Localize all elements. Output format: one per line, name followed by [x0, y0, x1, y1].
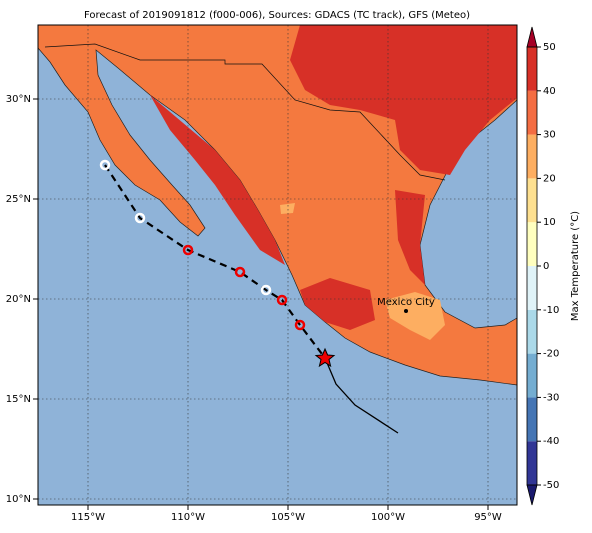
lon-label: 110°W: [171, 512, 205, 523]
storm-symbols: [99, 159, 306, 331]
colorbar-band: [527, 222, 537, 266]
hot-region: [300, 278, 375, 330]
colorbar-band: [527, 266, 537, 310]
colorbar-tick-label: 10: [543, 217, 556, 228]
colorbar-band: [527, 134, 537, 179]
colorbar-tick-label: -50: [543, 480, 559, 491]
hot-region: [290, 25, 517, 175]
lat-label: 30°N: [6, 94, 31, 105]
colorbar-tick-label: 50: [543, 42, 556, 53]
colorbar-band: [527, 397, 537, 442]
city-label: Mexico City: [377, 297, 435, 308]
lat-label: 10°N: [6, 494, 31, 505]
colorbar-band: [527, 309, 537, 354]
map-title: Forecast of 2019091812 (f000-006), Sourc…: [84, 10, 470, 21]
colorbar-tick-label: 20: [543, 173, 556, 184]
hot-region: [395, 190, 425, 285]
colorbar-over: [526, 26, 538, 48]
lat-label: 20°N: [6, 294, 31, 305]
lon-label: 95°W: [474, 512, 502, 523]
colorbar-tick-label: -20: [543, 349, 559, 360]
lat-label: 25°N: [6, 194, 31, 205]
lon-label: 115°W: [71, 512, 105, 523]
lon-label: 100°W: [371, 512, 405, 523]
colorbar-band: [527, 178, 537, 223]
colorbar-tick-label: 40: [543, 86, 556, 97]
mild-region: [280, 203, 295, 214]
map: Mexico City: [38, 25, 517, 505]
colorbar-tick-label: -40: [543, 436, 559, 447]
lon-label: 105°W: [271, 512, 305, 523]
graticule: [38, 25, 517, 505]
map-axes: 30°N 25°N 20°N 15°N 10°N 115°W 110°W 105°W 100°W…: [6, 94, 502, 523]
hot-region: [150, 95, 285, 265]
colorbar-tick-label: 30: [543, 130, 556, 141]
track-past: [324, 357, 399, 434]
mild-region: [385, 292, 445, 340]
colorbar-band: [527, 90, 537, 135]
lat-label: 15°N: [6, 394, 31, 405]
colorbar-band: [527, 47, 537, 91]
colorbar-tick-label: -10: [543, 305, 559, 316]
colorbar-tick-label: 0: [543, 261, 549, 272]
city-marker: [404, 309, 408, 313]
storm-position: [314, 347, 336, 368]
map-frame: [37, 24, 518, 506]
colorbar-tick-label: -30: [543, 392, 559, 403]
colorbar-under: [526, 484, 538, 506]
colorbar-band: [527, 441, 537, 485]
colorbar-label: Max Temperature (°C): [570, 211, 581, 321]
colorbar: -50 -40 -30 -20 -10 0 10 20 30 40 50 Max Temperatur…: [526, 26, 581, 506]
border: [44, 43, 446, 181]
colorbar-band: [527, 353, 537, 398]
